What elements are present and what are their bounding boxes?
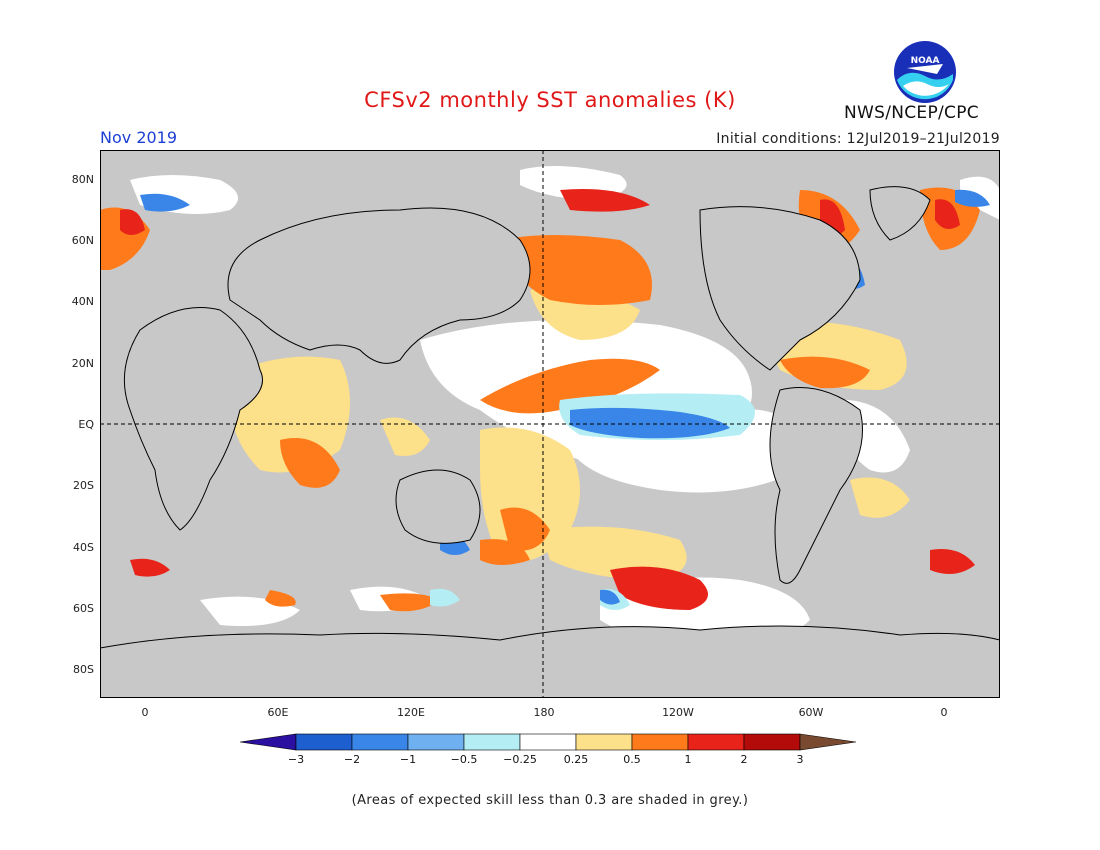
map-title: CFSv2 monthly SST anomalies (K) — [364, 88, 736, 112]
colorbar-label-neg0-5: −0.5 — [450, 753, 478, 766]
colorbar-label-neg2: −2 — [343, 753, 361, 766]
colorbar-cell-5 — [519, 733, 577, 751]
ytick-40s: 40S — [73, 541, 94, 554]
logo-text: NOAA — [911, 56, 940, 66]
noaa-logo: NOAA — [894, 41, 956, 103]
xtick-120w: 120W — [662, 706, 694, 719]
ytick-60s: 60S — [73, 602, 94, 615]
ytick-40n: 40N — [71, 295, 94, 308]
positive-large-anomaly-regions — [120, 189, 975, 610]
colorbar-cell-7 — [631, 733, 689, 751]
colorbar-cell-4 — [463, 733, 521, 751]
xtick-180: 180 — [533, 706, 555, 719]
colorbar-label-neg0-25: −0.25 — [503, 753, 537, 766]
colorbar-cell-1 — [295, 733, 353, 751]
xtick-120e: 120E — [397, 706, 425, 719]
colorbar-label-neg3: −3 — [287, 753, 305, 766]
colorbar-cell-8 — [687, 733, 745, 751]
ytick-60n: 60N — [71, 234, 94, 247]
xtick-60e: 60E — [267, 706, 289, 719]
ytick-eq: EQ — [78, 418, 94, 431]
positive-moderate-anomaly-regions — [100, 187, 980, 612]
ytick-20n: 20N — [71, 357, 94, 370]
ytick-20s: 20S — [73, 479, 94, 492]
colorbar-label-2: 2 — [740, 753, 748, 766]
colorbar-label-0-5: 0.5 — [623, 753, 641, 766]
xtick-0-right: 0 — [940, 706, 948, 719]
colorbar-label-neg1: −1 — [399, 753, 417, 766]
colorbar-label-1: 1 — [684, 753, 692, 766]
agency-label: NWS/NCEP/CPC — [844, 103, 979, 123]
colorbar-cell-2 — [351, 733, 409, 751]
colorbar-cell-9 — [743, 733, 801, 751]
colorbar-label-3: 3 — [796, 753, 804, 766]
colorbar — [240, 733, 857, 751]
sst-anomaly-map — [100, 150, 1000, 698]
colorbar-arrow-low — [240, 733, 297, 751]
colorbar-arrow-high — [799, 733, 857, 751]
ytick-80n: 80N — [71, 173, 94, 186]
ytick-80s: 80S — [73, 663, 94, 676]
colorbar-cell-3 — [407, 733, 465, 751]
colorbar-label-0-25: 0.25 — [563, 753, 589, 766]
continent-outlines — [100, 186, 1000, 698]
colorbar-cell-6 — [575, 733, 633, 751]
skill-footnote: (Areas of expected skill less than 0.3 a… — [351, 793, 749, 808]
xtick-60w: 60W — [798, 706, 824, 719]
initial-conditions: Initial conditions: 12Jul2019–21Jul2019 — [716, 131, 1000, 147]
xtick-0-left: 0 — [141, 706, 149, 719]
forecast-month: Nov 2019 — [100, 128, 178, 147]
